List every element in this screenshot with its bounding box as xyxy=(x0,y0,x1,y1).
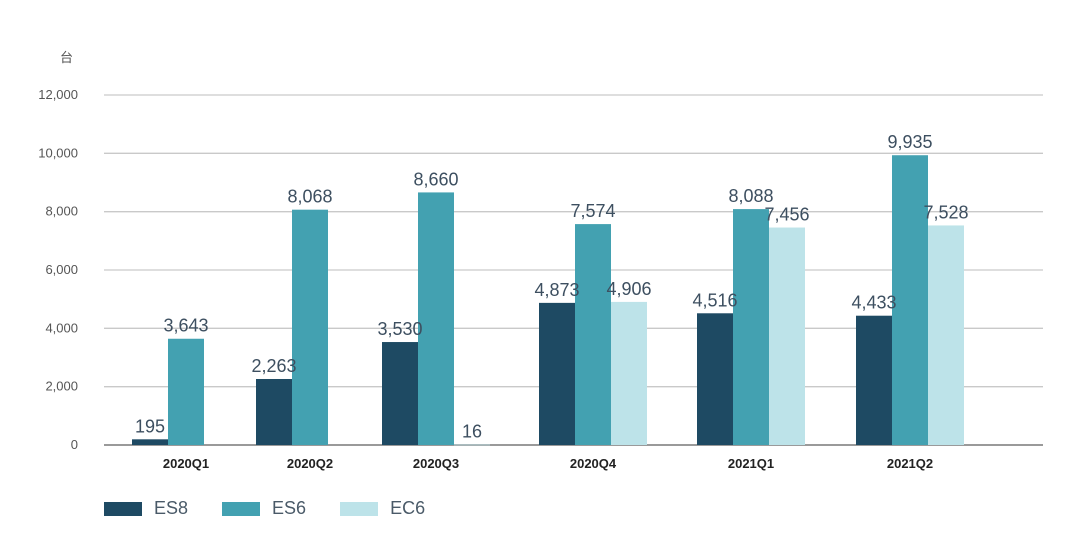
x-tick-label: 2020Q4 xyxy=(570,456,617,471)
y-tick-label: 2,000 xyxy=(45,379,78,394)
legend-label: ES6 xyxy=(272,498,307,518)
data-label-ec6-2021q1: 7,456 xyxy=(764,205,809,225)
bar-es6-2021q2 xyxy=(892,155,928,445)
data-label-es6-2020q4: 7,574 xyxy=(570,201,615,221)
bar-ec6-2021q2 xyxy=(928,225,964,445)
bar-chart: 台 0 2,000 4,000 6,000 8,000 10,000 12,000 195 3… xyxy=(38,50,1043,471)
bars xyxy=(132,155,964,446)
legend-swatch xyxy=(104,501,142,516)
y-unit-label: 台 xyxy=(60,50,73,65)
legend: ES8 ES6 EC6 xyxy=(104,498,425,519)
legend-label: ES8 xyxy=(154,498,189,518)
data-label-es8-2021q2: 4,433 xyxy=(851,293,896,313)
data-label-es8-2020q1: 195 xyxy=(135,416,165,436)
x-tick-label: 2020Q3 xyxy=(413,456,459,471)
data-label-ec6-2021q2: 7,528 xyxy=(923,202,968,222)
x-axis-ticks: 2020Q1 2020Q2 2020Q3 2020Q4 2021Q1 2021Q2 xyxy=(163,456,933,471)
data-label-es8-2020q3: 3,530 xyxy=(377,319,422,339)
data-label-ec6-2020q4: 4,906 xyxy=(606,279,651,299)
legend-item-ec6: EC6 xyxy=(340,498,425,519)
y-tick-label: 4,000 xyxy=(45,320,78,335)
data-label-es6-2021q1: 8,088 xyxy=(728,186,773,206)
y-tick-label: 8,000 xyxy=(45,204,78,219)
bar-es8-2021q1 xyxy=(697,313,733,445)
legend-swatch xyxy=(340,501,379,516)
legend-swatch xyxy=(222,501,261,516)
bar-es6-2020q4 xyxy=(575,224,611,445)
bar-ec6-2021q1 xyxy=(769,227,805,445)
data-label-es6-2020q2: 8,068 xyxy=(287,187,332,207)
x-tick-label: 2020Q2 xyxy=(287,456,333,471)
bar-ec6-2020q3 xyxy=(454,444,490,446)
legend-item-es8: ES8 xyxy=(104,498,188,519)
data-label-ec6-2020q3: 16 xyxy=(462,422,482,442)
data-label-es8-2020q4: 4,873 xyxy=(534,280,579,300)
data-label-es8-2020q2: 2,263 xyxy=(251,356,296,376)
data-label-es6-2020q1: 3,643 xyxy=(163,316,208,336)
bar-es8-2021q2 xyxy=(856,315,892,445)
bar-es8-2020q1 xyxy=(132,439,168,445)
bar-es6-2020q1 xyxy=(168,338,204,445)
legend-item-es6: ES6 xyxy=(222,498,306,519)
bar-es8-2020q2 xyxy=(256,378,292,445)
bar-es8-2020q4 xyxy=(539,302,575,445)
y-tick-label: 12,000 xyxy=(38,87,78,102)
bar-ec6-2020q4 xyxy=(611,301,647,445)
y-tick-label: 10,000 xyxy=(38,145,78,160)
bar-es6-2020q2 xyxy=(292,209,328,445)
bar-es8-2020q3 xyxy=(382,342,418,445)
x-tick-label: 2020Q1 xyxy=(163,456,209,471)
x-tick-label: 2021Q1 xyxy=(728,456,774,471)
x-tick-label: 2021Q2 xyxy=(887,456,933,471)
legend-label: EC6 xyxy=(390,498,426,518)
data-labels: 195 3,643 2,263 8,068 3,530 8,660 16 4,873 7,574… xyxy=(135,132,969,441)
y-axis-ticks: 0 2,000 4,000 6,000 8,000 10,000 12,000 xyxy=(38,87,78,452)
data-label-es6-2020q3: 8,660 xyxy=(413,169,458,189)
y-tick-label: 0 xyxy=(71,437,78,452)
bar-es6-2021q1 xyxy=(733,209,769,445)
bar-es6-2020q3 xyxy=(418,192,454,445)
y-tick-label: 6,000 xyxy=(45,262,78,277)
data-label-es8-2021q1: 4,516 xyxy=(692,290,737,310)
data-label-es6-2021q2: 9,935 xyxy=(887,132,932,152)
